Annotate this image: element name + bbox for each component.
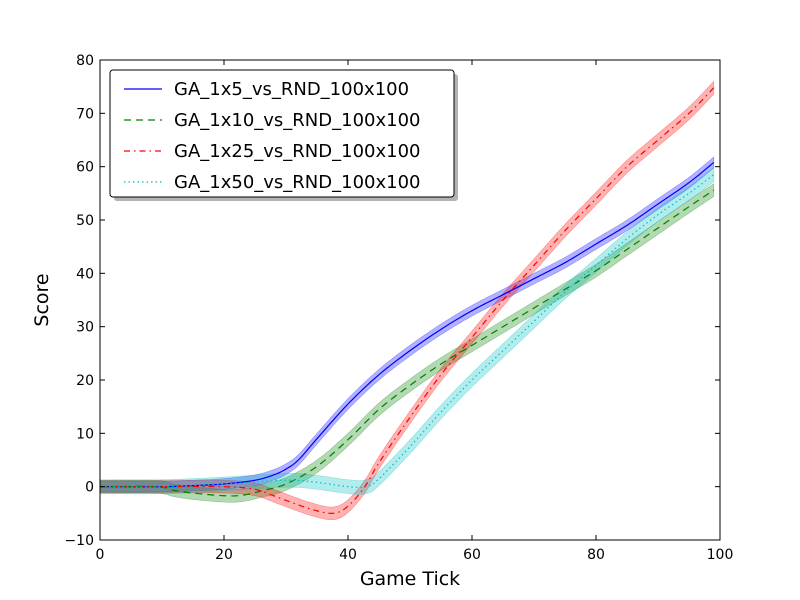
x-tick-label: 20 <box>215 547 233 563</box>
x-tick-label: 40 <box>339 547 357 563</box>
x-axis-title: Game Tick <box>360 568 460 590</box>
series-band-4 <box>99 167 715 495</box>
legend-label-1: GA_1x5_vs_RND_100x100 <box>174 79 409 100</box>
y-tick-label: 70 <box>76 106 94 122</box>
legend-label-3: GA_1x25_vs_RND_100x100 <box>174 141 421 162</box>
y-tick-label: 50 <box>76 213 94 229</box>
y-tick-label: −10 <box>64 533 94 549</box>
x-tick-label: 60 <box>463 547 481 563</box>
plot-frame <box>99 59 721 541</box>
series-band-3 <box>99 80 715 521</box>
y-tick-label: 80 <box>76 53 94 69</box>
y-tick-label: 0 <box>85 480 94 496</box>
x-tick-label: 0 <box>96 547 105 563</box>
series-line-2 <box>99 189 715 497</box>
y-tick-label: 30 <box>76 320 94 336</box>
series-line-1 <box>100 161 715 488</box>
x-tick-label: 100 <box>707 547 734 563</box>
y-axis-title: Score <box>31 273 53 326</box>
confidence-bands <box>99 80 715 521</box>
legend-label-4: GA_1x50_vs_RND_100x100 <box>174 172 421 193</box>
y-tick-label: 20 <box>76 373 94 389</box>
y-tick-label: 10 <box>76 426 94 442</box>
legend-label-2: GA_1x10_vs_RND_100x100 <box>174 110 421 131</box>
x-tick-label: 80 <box>587 547 605 563</box>
legend: GA_1x5_vs_RND_100x100 GA_1x10_vs_RND_100x… <box>109 69 458 201</box>
series-lines <box>99 87 715 514</box>
y-tick-label: 60 <box>76 160 94 176</box>
series-band-2 <box>99 183 715 503</box>
y-tick-label: 40 <box>76 266 94 282</box>
series-band-1 <box>99 156 715 493</box>
legend-box <box>109 69 455 198</box>
